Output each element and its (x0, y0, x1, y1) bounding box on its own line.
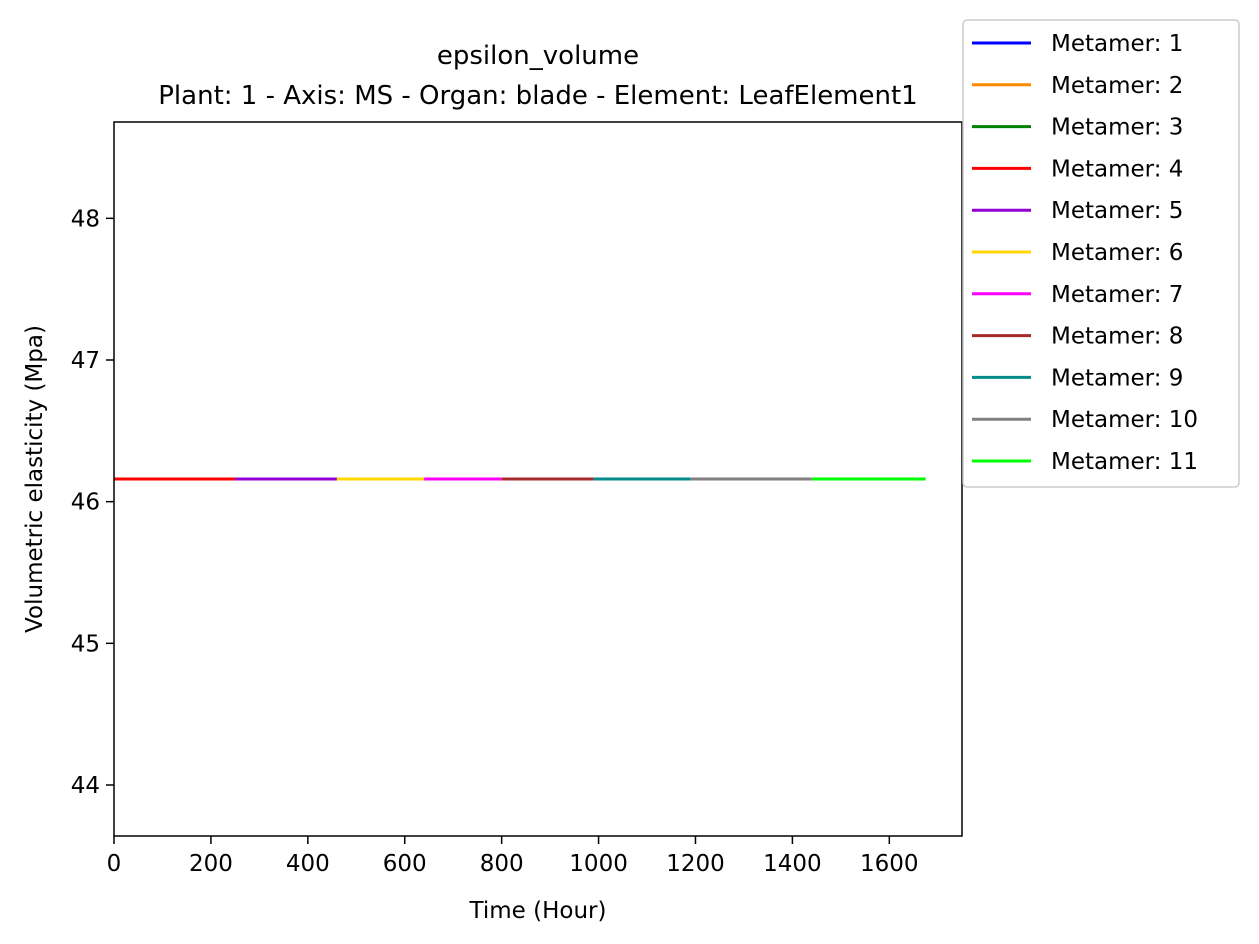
legend-item: Metamer: 7 (972, 282, 1183, 308)
y-tick-label: 48 (71, 206, 100, 232)
y-axis-label: Volumetric elasticity (Mpa) (22, 325, 48, 633)
legend: Metamer: 1 Metamer: 2 Metamer: 3 Metamer: 4… (962, 19, 1240, 488)
legend-item: Metamer: 2 (972, 73, 1183, 99)
x-tick-label: 400 (286, 851, 330, 877)
x-tick-label: 1000 (569, 851, 628, 877)
y-axis-ticks: 44 45 46 47 48 (71, 206, 114, 799)
legend-label: Metamer: 10 (1051, 407, 1198, 433)
legend-label: Metamer: 6 (1051, 240, 1183, 266)
legend-label: Metamer: 3 (1051, 115, 1183, 141)
legend-label: Metamer: 11 (1051, 449, 1198, 475)
chart-title: epsilon_volume (437, 41, 639, 71)
legend-item: Metamer: 3 (972, 115, 1183, 141)
legend-label: Metamer: 8 (1051, 324, 1183, 350)
chart-subtitle: Plant: 1 - Axis: MS - Organ: blade - Ele… (158, 81, 917, 111)
y-tick-label: 46 (71, 490, 100, 516)
legend-item: Metamer: 11 (972, 449, 1198, 475)
y-tick-label: 44 (71, 773, 100, 799)
x-tick-label: 1400 (763, 851, 822, 877)
x-axis-label: Time (Hour) (469, 898, 607, 924)
legend-label: Metamer: 5 (1051, 198, 1183, 224)
x-tick-label: 1200 (666, 851, 725, 877)
legend-item: Metamer: 5 (972, 198, 1183, 224)
x-tick-label: 0 (107, 851, 122, 877)
legend-item: Metamer: 4 (972, 156, 1183, 182)
y-tick-label: 47 (71, 348, 100, 374)
legend-item: Metamer: 1 (972, 31, 1183, 57)
x-tick-label: 200 (189, 851, 233, 877)
legend-item: Metamer: 10 (972, 407, 1198, 433)
legend-label: Metamer: 2 (1051, 73, 1183, 99)
legend-frame (962, 19, 1240, 488)
plot-area-frame (113, 121, 963, 837)
x-tick-label: 800 (480, 851, 524, 877)
legend-label: Metamer: 4 (1051, 156, 1183, 182)
x-axis-ticks: 0 200 400 600 800 1000 1200 1400 1600 (107, 836, 919, 877)
legend-label: Metamer: 7 (1051, 282, 1183, 308)
legend-label: Metamer: 9 (1051, 365, 1183, 391)
legend-label: Metamer: 1 (1051, 31, 1183, 57)
legend-item: Metamer: 6 (972, 240, 1183, 266)
x-tick-label: 1600 (860, 851, 919, 877)
y-tick-label: 45 (71, 631, 100, 657)
legend-item: Metamer: 8 (972, 324, 1183, 350)
x-tick-label: 600 (383, 851, 427, 877)
legend-item: Metamer: 9 (972, 365, 1183, 391)
